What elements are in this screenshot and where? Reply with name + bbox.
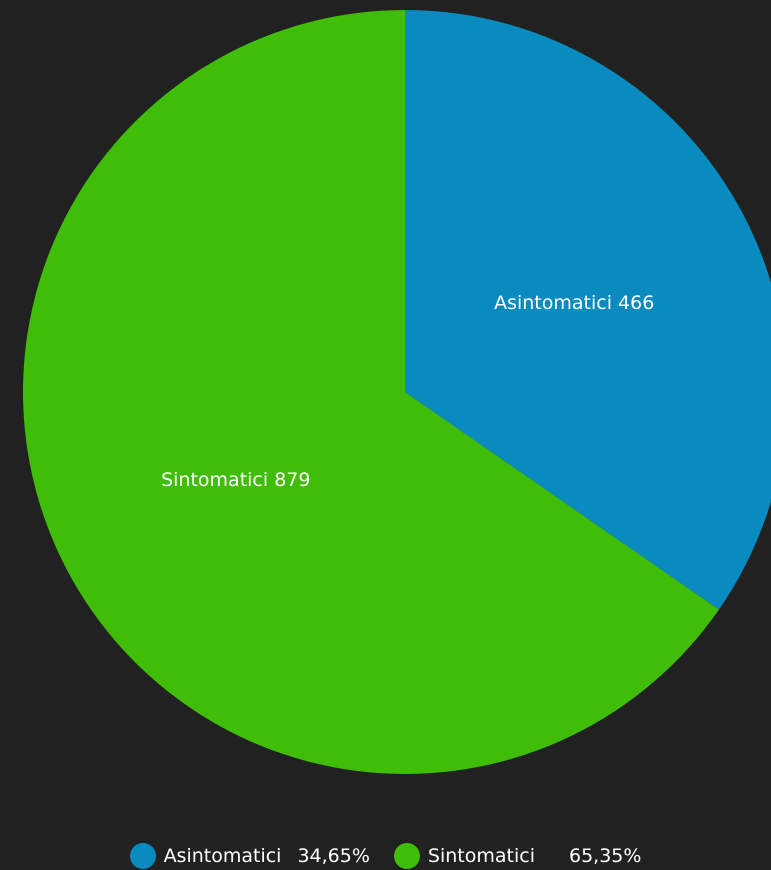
legend-label-asintomatici: Asintomatici bbox=[163, 845, 282, 867]
pie-slice-sintomatici[interactable] bbox=[22, 10, 719, 774]
legend-percent-sintomatici: 65,35% bbox=[568, 845, 642, 867]
legend-swatch-sintomatici bbox=[393, 843, 420, 869]
legend-item-sintomatici[interactable]: Sintomatici 65,35% bbox=[393, 843, 642, 869]
pie-slice-asintomatici[interactable] bbox=[405, 10, 771, 610]
data-label-asintomatici: Asintomatici 466 bbox=[494, 292, 654, 314]
legend-percent-asintomatici: 34,65% bbox=[297, 845, 370, 867]
legend-swatch-asintomatici bbox=[129, 843, 156, 869]
legend-label-sintomatici: Sintomatici bbox=[427, 845, 535, 867]
chart-legend: Asintomatici 34,65% Sintomatici 65,35% bbox=[0, 842, 771, 870]
data-label-sintomatici: Sintomatici 879 bbox=[161, 469, 310, 491]
legend-item-asintomatici[interactable]: Asintomatici 34,65% bbox=[129, 843, 394, 869]
